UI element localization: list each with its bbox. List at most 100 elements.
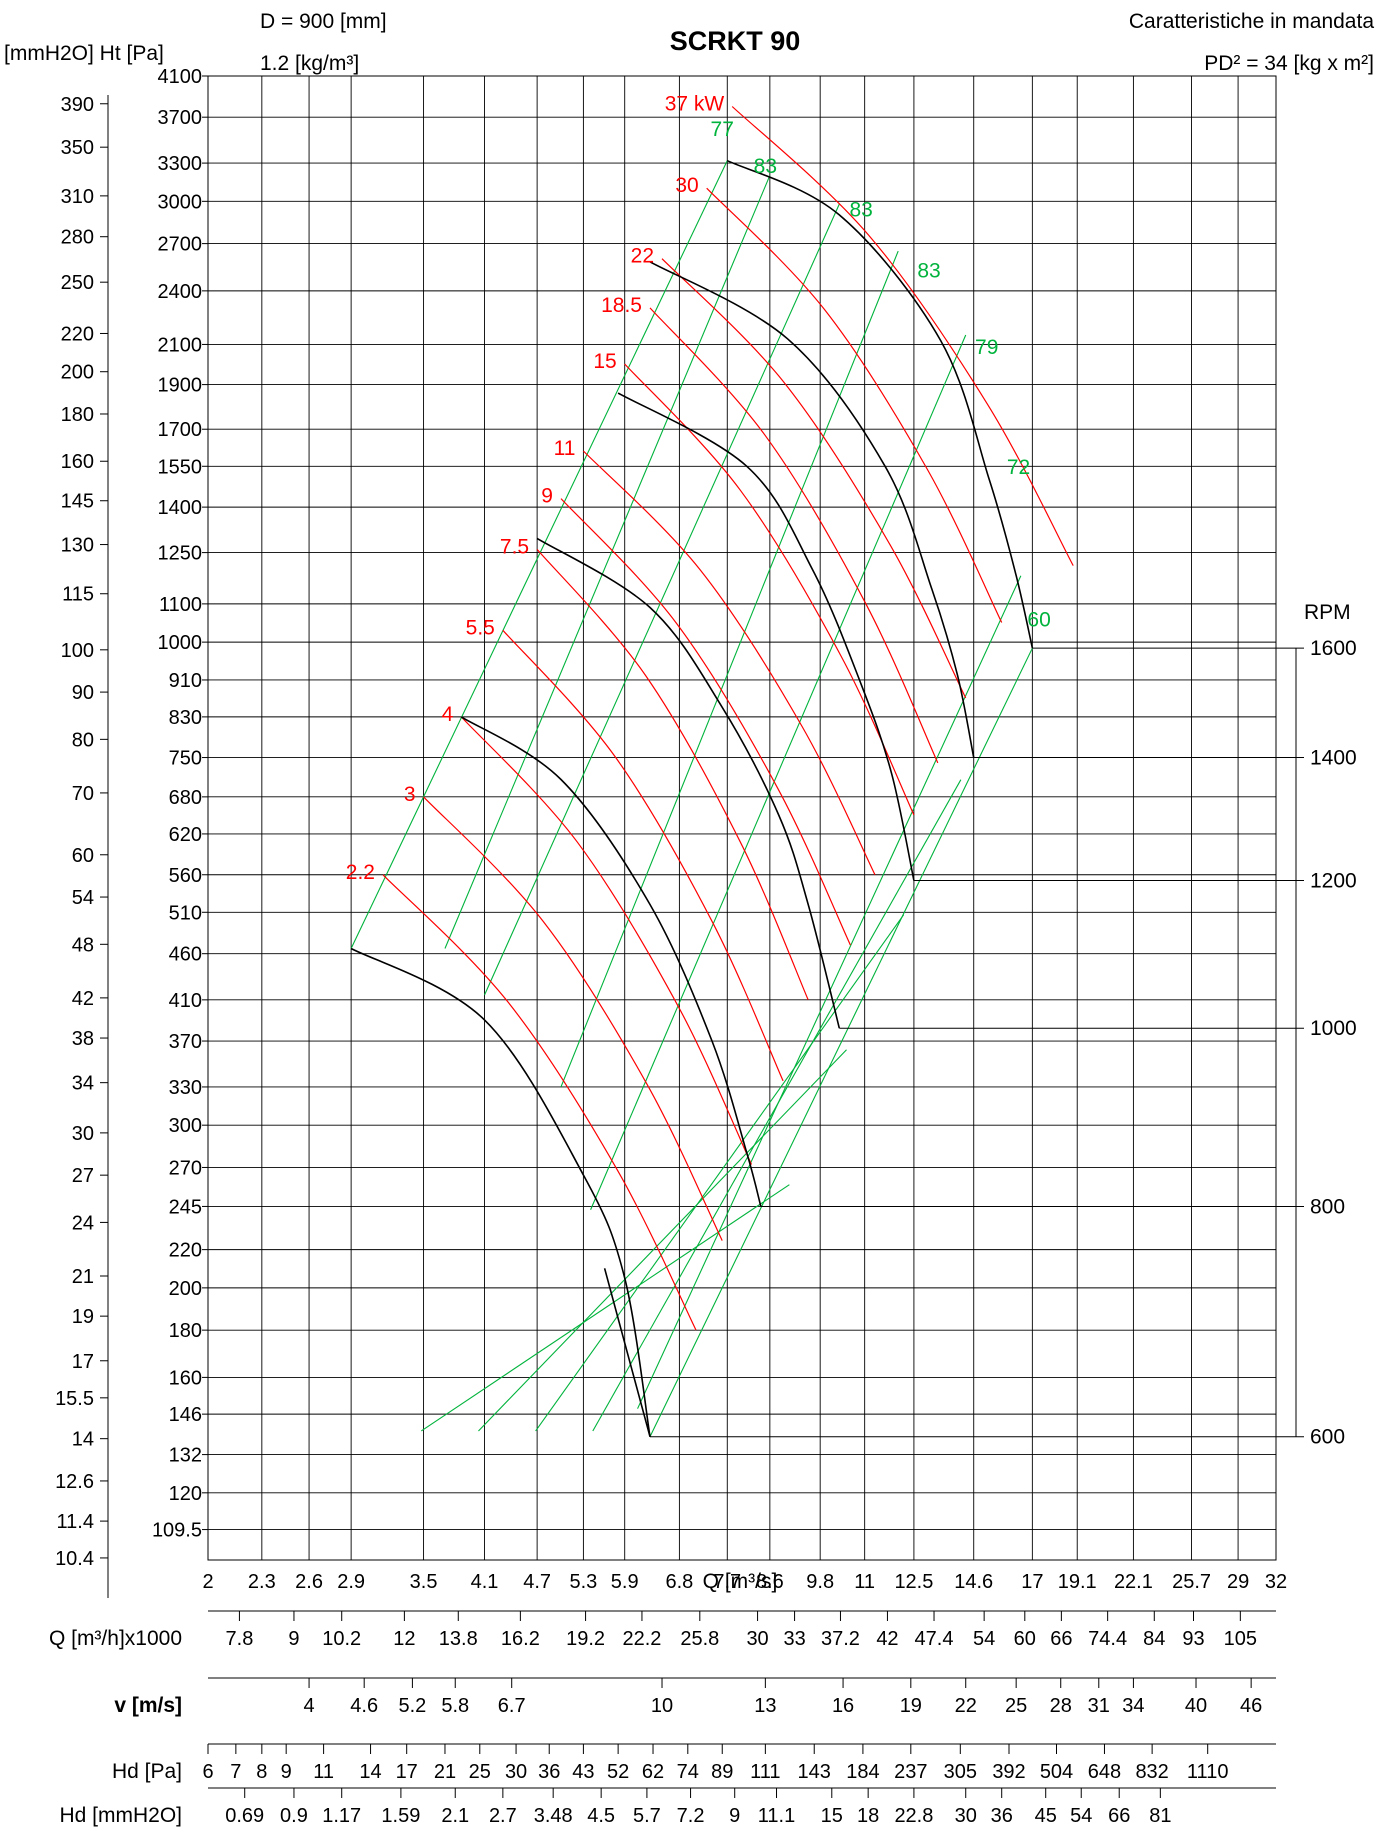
y-tick-label-mmh2o: 54 — [72, 887, 94, 909]
y-tick-label-mmh2o: 115 — [62, 584, 94, 606]
efficiency-line — [350, 160, 728, 949]
y-tick-label-mmh2o: 350 — [61, 137, 94, 159]
power-curve — [382, 874, 697, 1331]
x-tick-label: 17 — [1021, 1571, 1043, 1593]
y-tick-label-pa: 910 — [169, 670, 202, 692]
table-value: 9 — [281, 1761, 292, 1783]
efficiency-line — [637, 575, 1022, 1409]
rpm-label: 800 — [1310, 1195, 1345, 1218]
table-row-label: Hd [Pa] — [112, 1760, 182, 1783]
power-curve — [582, 450, 876, 876]
rpm-curves — [350, 159, 1034, 1437]
table-value: 5.7 — [633, 1805, 661, 1827]
table-value: 237 — [894, 1761, 927, 1783]
table-value: 15 — [821, 1805, 843, 1827]
y-tick-label-mmh2o: 200 — [61, 362, 94, 384]
y-tick-label-mmh2o: 30 — [72, 1123, 94, 1145]
y-tick-label-mmh2o: 34 — [72, 1073, 94, 1095]
efficiency-label: 72 — [1007, 456, 1030, 479]
y-tick-label-pa: 3000 — [158, 191, 203, 213]
x-axis-label: Q [m³/s] — [703, 1570, 778, 1593]
table-value: 1.59 — [381, 1805, 420, 1827]
table-value: 5.8 — [441, 1695, 469, 1717]
table-value: 4.5 — [587, 1805, 615, 1827]
table-value: 45 — [1035, 1805, 1057, 1827]
power-curve — [423, 796, 723, 1241]
table-value: 21 — [434, 1761, 456, 1783]
table-value: 66 — [1050, 1628, 1072, 1650]
axes: 2 2.3 2.6 2.9 3.5 4.1 4.7 5.3 5.9 6.8 7.7 8.6 9.8 11 1… — [55, 66, 1357, 1598]
table-value: 9 — [288, 1628, 299, 1650]
x-tick-label: 12.5 — [894, 1571, 933, 1593]
table-value: 2.1 — [441, 1805, 469, 1827]
table-value: 22.2 — [622, 1628, 661, 1650]
y-tick-label-pa: 200 — [169, 1278, 202, 1300]
power-curve — [624, 363, 915, 816]
table-value: 25.8 — [680, 1628, 719, 1650]
table-row-label: Hd [mmH2O] — [59, 1804, 182, 1827]
x-tick-label: 4.1 — [471, 1571, 499, 1593]
efficiency-line — [444, 175, 771, 949]
table-value: 111 — [750, 1761, 780, 1783]
table-value: 62 — [642, 1761, 664, 1783]
table-value: 4.6 — [350, 1695, 378, 1717]
power-curve — [560, 498, 851, 946]
y-tick-label-mmh2o: 12.6 — [55, 1471, 94, 1493]
table-value: 43 — [572, 1761, 594, 1783]
table-value: 5.2 — [398, 1695, 426, 1717]
y-tick-label-mmh2o: 310 — [61, 186, 94, 208]
power-label: 3 — [404, 783, 416, 806]
table-value: 30 — [746, 1628, 768, 1650]
y-tick-label-pa: 146 — [169, 1404, 202, 1426]
table-value: 7.2 — [677, 1805, 705, 1827]
table-value: 84 — [1143, 1628, 1165, 1650]
table-value: 0.9 — [280, 1805, 308, 1827]
y-tick-label-pa: 109.5 — [152, 1520, 202, 1542]
y-tick-label-pa: 1100 — [159, 594, 202, 616]
bottom-tables: Q [m³/h]x1000 7.8 9 10.2 12 13.8 16.2 19.2 22.2 2… — [49, 1610, 1276, 1827]
y-tick-label-pa: 220 — [169, 1240, 202, 1262]
efficiency-label: 60 — [1027, 608, 1050, 631]
power-label: 18.5 — [601, 294, 642, 317]
power-label: 2.2 — [346, 861, 375, 884]
x-tick-label: 2.3 — [248, 1571, 276, 1593]
power-curve — [649, 307, 939, 764]
y-tick-label-pa: 330 — [169, 1077, 202, 1099]
y-tick-label-pa: 120 — [169, 1483, 202, 1505]
power-label: 5.5 — [466, 616, 495, 639]
y-tick-label-mmh2o: 180 — [61, 404, 94, 426]
y-tick-label-pa: 270 — [169, 1157, 202, 1179]
power-curve — [731, 106, 1074, 566]
table-value: 42 — [876, 1628, 898, 1650]
table-value: 16.2 — [501, 1628, 540, 1650]
y-tick-label-pa: 245 — [169, 1196, 202, 1218]
table-value: 10.2 — [322, 1628, 361, 1650]
x-tick-label: 7.7 — [713, 1571, 741, 1593]
y-tick-label-pa: 2100 — [158, 334, 203, 356]
y-tick-label-pa: 3700 — [158, 107, 203, 129]
y-tick-label-mmh2o: 48 — [72, 934, 94, 956]
power-curves — [382, 106, 1074, 1331]
rpm-label: 1200 — [1310, 870, 1357, 893]
power-curve — [460, 716, 753, 1165]
x-tick-label: 2.6 — [295, 1571, 323, 1593]
table-value: 648 — [1088, 1761, 1121, 1783]
efficiency-line — [560, 250, 899, 1088]
x-tick-label: 14.6 — [954, 1571, 993, 1593]
table-value: 37.2 — [821, 1628, 860, 1650]
efficiency-label: 79 — [975, 336, 998, 359]
table-value: 30 — [955, 1805, 977, 1827]
x-tick-label: 2 — [202, 1571, 213, 1593]
header-right-1: Caratteristiche in mandata — [1129, 10, 1374, 33]
y-tick-label-mmh2o: 130 — [61, 535, 94, 557]
x-tick-label: 22.1 — [1114, 1571, 1153, 1593]
y-tick-label-pa: 1400 — [158, 497, 203, 519]
table-value: 74 — [677, 1761, 699, 1783]
y-tick-label-pa: 1000 — [158, 632, 203, 654]
table-row-label: Q [m³/h]x1000 — [49, 1627, 182, 1650]
x-tick-label: 2.9 — [337, 1571, 365, 1593]
efficiency-grid-line — [420, 1184, 790, 1432]
y-tick-label-pa: 180 — [169, 1320, 202, 1342]
table-value: 8 — [256, 1761, 267, 1783]
